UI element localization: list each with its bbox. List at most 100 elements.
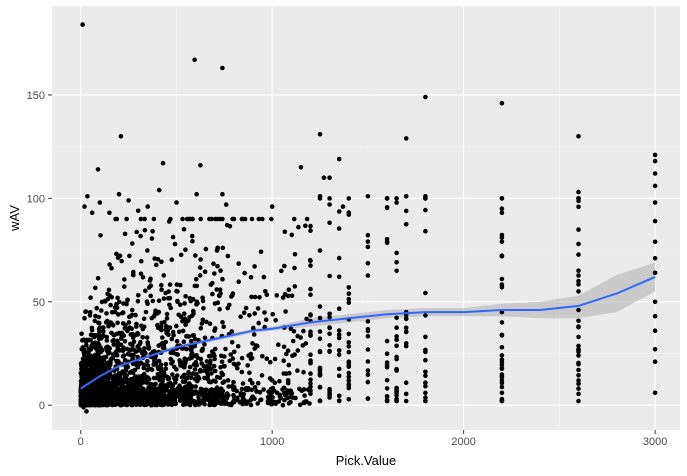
data-point [403, 136, 409, 141]
data-point [394, 250, 399, 256]
data-point [125, 326, 131, 332]
data-point [217, 287, 223, 293]
data-point [198, 257, 203, 262]
data-point [160, 389, 165, 395]
data-point [88, 337, 93, 343]
data-point [134, 229, 139, 235]
data-point [165, 402, 171, 407]
data-point [576, 289, 581, 294]
data-point [394, 196, 399, 201]
data-point [174, 282, 180, 287]
data-point [384, 196, 390, 201]
data-point [365, 396, 371, 401]
data-point [346, 374, 352, 380]
data-point [231, 394, 237, 400]
data-point [270, 312, 276, 317]
data-point [204, 359, 210, 364]
data-point [327, 348, 332, 354]
data-point [126, 387, 132, 392]
data-point [92, 355, 97, 360]
data-point [243, 385, 249, 391]
data-point [220, 216, 225, 222]
data-point [327, 386, 332, 392]
data-point [129, 347, 134, 353]
data-point [198, 386, 204, 392]
data-point [99, 355, 105, 361]
data-point [158, 362, 164, 368]
data-point [108, 383, 113, 389]
data-point [365, 379, 371, 385]
data-point [149, 236, 155, 241]
data-point [281, 358, 287, 364]
data-point [193, 389, 198, 394]
data-point [317, 398, 323, 404]
data-point [240, 216, 246, 222]
data-point [423, 207, 428, 213]
data-point [197, 273, 203, 278]
data-point [255, 306, 261, 311]
data-point [248, 275, 254, 280]
x-tick-label: 2000 [451, 436, 475, 448]
data-point [208, 391, 213, 396]
data-point [276, 399, 282, 404]
data-point [113, 381, 118, 386]
data-point [79, 360, 84, 366]
data-point [308, 384, 313, 390]
data-point [151, 314, 157, 319]
data-point [174, 323, 179, 329]
data-point [141, 316, 147, 322]
data-point [175, 289, 180, 294]
data-point [220, 380, 226, 386]
data-point [317, 385, 323, 390]
data-point [308, 381, 313, 386]
data-point [346, 382, 352, 387]
data-point [223, 346, 228, 352]
data-point [130, 241, 135, 246]
data-point [108, 359, 113, 365]
data-point [194, 362, 200, 368]
data-point [252, 385, 258, 390]
data-point [250, 341, 255, 346]
data-point [107, 262, 112, 267]
data-point [82, 315, 87, 321]
data-point [384, 364, 390, 370]
data-point [257, 390, 263, 395]
data-point [384, 205, 390, 210]
data-point [138, 378, 144, 384]
data-point [317, 372, 323, 378]
data-point [423, 383, 428, 389]
data-point [499, 206, 505, 211]
data-point [172, 241, 178, 247]
data-point [212, 271, 217, 276]
data-point [155, 311, 160, 316]
data-point [240, 381, 246, 386]
data-point [247, 313, 252, 318]
data-point [218, 365, 223, 370]
data-point [90, 359, 95, 365]
data-point [176, 312, 181, 318]
data-point [308, 358, 313, 363]
data-point [119, 387, 124, 392]
data-point [138, 271, 144, 277]
data-point [106, 351, 111, 356]
data-point [394, 354, 399, 360]
data-point [499, 285, 505, 290]
data-point [394, 200, 399, 205]
data-point [251, 332, 257, 337]
data-point [284, 351, 289, 357]
data-point [652, 158, 658, 164]
data-point [394, 343, 399, 349]
data-point [94, 305, 99, 311]
data-point [365, 273, 371, 278]
data-point [82, 204, 87, 209]
data-point [652, 152, 658, 158]
data-point [210, 280, 215, 286]
data-point [111, 342, 117, 347]
data-point [576, 373, 581, 378]
data-point [384, 398, 390, 404]
data-point [196, 395, 201, 400]
data-point [236, 279, 241, 285]
data-point [186, 381, 192, 386]
data-point [336, 348, 342, 353]
data-point [215, 393, 220, 399]
